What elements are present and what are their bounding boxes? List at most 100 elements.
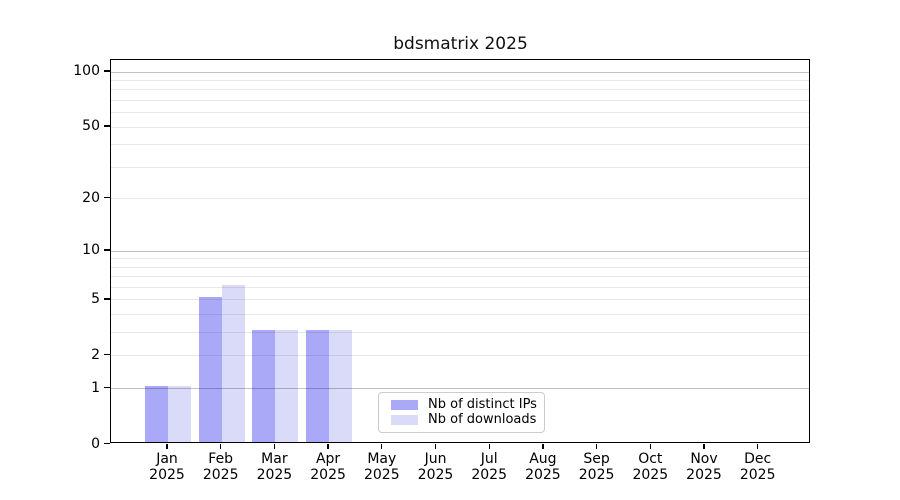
x-tick-label: Dec 2025 — [726, 451, 790, 483]
legend-label-distinct-ips: Nb of distinct IPs — [428, 397, 537, 412]
y-axis-tick — [104, 70, 110, 72]
x-tick-label: Apr 2025 — [296, 451, 360, 483]
y-axis-tick — [104, 354, 110, 356]
plot-area — [110, 59, 810, 443]
x-tick-label-year: 2025 — [632, 467, 669, 483]
x-tick-label-month: Sep — [583, 451, 610, 467]
bar-distinct-ips-feb — [198, 297, 222, 442]
x-tick-label-year: 2025 — [578, 467, 615, 483]
legend-swatch-distinct-ips — [391, 400, 418, 410]
x-tick-label-month: May — [367, 451, 397, 467]
minor-gridline — [111, 144, 809, 146]
minor-gridline — [111, 299, 809, 301]
legend-item-downloads: Nb of downloads — [391, 412, 537, 427]
x-tick-label-year: 2025 — [256, 467, 293, 483]
x-tick-label: Jan 2025 — [135, 451, 199, 483]
legend: Nb of distinct IPs Nb of downloads — [378, 392, 545, 433]
x-tick-label: Jun 2025 — [404, 451, 468, 483]
x-axis-tick — [703, 443, 705, 449]
minor-gridline — [111, 79, 809, 81]
y-axis-tick — [104, 249, 110, 251]
x-axis-tick — [542, 443, 544, 449]
minor-gridline — [111, 198, 809, 200]
y-axis-tick — [104, 298, 110, 300]
bar-downloads-mar — [275, 330, 299, 442]
x-tick-label-month: Mar — [261, 451, 288, 467]
x-axis-tick — [488, 443, 490, 449]
x-axis-tick — [434, 443, 437, 449]
x-tick-label-month: Apr — [315, 451, 341, 467]
x-tick-label-month: Jul — [480, 451, 498, 467]
chart-title: bdsmatrix 2025 — [393, 34, 528, 54]
x-axis-tick — [327, 443, 329, 449]
legend-label-downloads: Nb of downloads — [428, 412, 537, 427]
minor-gridline — [111, 89, 809, 91]
bar-downloads-feb — [221, 284, 245, 442]
minor-gridline — [111, 258, 809, 260]
x-axis-tick — [757, 443, 759, 449]
y-axis-tick — [104, 125, 110, 127]
x-tick-label-year: 2025 — [525, 467, 561, 483]
x-tick-label-month: Jun — [424, 451, 447, 467]
minor-gridline — [111, 355, 809, 357]
y-axis-tick — [104, 442, 110, 445]
x-tick-label: Sep 2025 — [565, 451, 629, 483]
minor-gridline — [111, 332, 809, 334]
bar-distinct-ips-mar — [252, 330, 276, 442]
minor-gridline — [111, 314, 809, 316]
x-tick-label-month: Aug — [529, 451, 557, 467]
y-tick-label: 50 — [82, 118, 100, 135]
y-tick-label: 2 — [91, 346, 100, 363]
minor-gridline — [111, 286, 809, 288]
x-tick-label: Feb 2025 — [189, 451, 253, 483]
minor-gridline — [111, 112, 809, 114]
y-tick-label: 20 — [82, 189, 100, 206]
y-tick-label: 0 — [91, 435, 100, 452]
x-tick-label-month: Feb — [208, 451, 234, 467]
bar-distinct-ips-apr — [306, 330, 330, 442]
major-gridline — [111, 250, 809, 252]
x-tick-label-year: 2025 — [417, 467, 454, 483]
major-gridline — [111, 71, 809, 73]
y-axis-tick — [104, 197, 110, 199]
bar-distinct-ips-jan — [145, 386, 168, 442]
x-tick-label: Jul 2025 — [457, 451, 521, 483]
y-tick-label: 10 — [82, 242, 100, 258]
minor-gridline — [111, 99, 809, 101]
x-axis-tick — [166, 443, 168, 449]
x-tick-label-month: Dec — [744, 451, 772, 467]
minor-gridline — [111, 266, 809, 268]
x-tick-label-year: 2025 — [739, 467, 776, 483]
x-tick-label-month: Oct — [638, 451, 663, 467]
major-gridline — [111, 388, 809, 390]
x-tick-label-year: 2025 — [471, 467, 507, 483]
legend-item-distinct-ips: Nb of distinct IPs — [391, 397, 537, 412]
x-axis-tick — [381, 443, 383, 449]
x-axis-tick — [649, 443, 651, 449]
x-axis-tick — [595, 443, 598, 449]
x-tick-label-year: 2025 — [363, 467, 400, 483]
bar-downloads-apr — [329, 330, 353, 442]
x-tick-label: Mar 2025 — [242, 451, 306, 483]
x-tick-label-month: Nov — [690, 451, 718, 467]
x-tick-label: Nov 2025 — [672, 451, 736, 483]
y-tick-label: 100 — [73, 63, 100, 79]
x-tick-label: Oct 2025 — [618, 451, 682, 483]
minor-gridline — [111, 276, 809, 278]
y-tick-label: 5 — [91, 290, 100, 307]
x-tick-label-year: 2025 — [310, 467, 346, 483]
x-axis-tick — [273, 443, 276, 449]
minor-gridline — [111, 166, 809, 168]
x-tick-label-year: 2025 — [686, 467, 722, 483]
y-axis-tick — [104, 386, 110, 389]
x-tick-label: May 2025 — [350, 451, 414, 483]
x-tick-label-year: 2025 — [149, 467, 185, 483]
x-axis-tick — [220, 443, 222, 449]
minor-gridline — [111, 126, 809, 128]
y-tick-label: 1 — [91, 379, 100, 396]
x-tick-label-year: 2025 — [202, 467, 239, 483]
legend-swatch-downloads — [391, 415, 418, 425]
x-tick-label-month: Jan — [156, 451, 178, 467]
bar-downloads-jan — [168, 386, 191, 442]
